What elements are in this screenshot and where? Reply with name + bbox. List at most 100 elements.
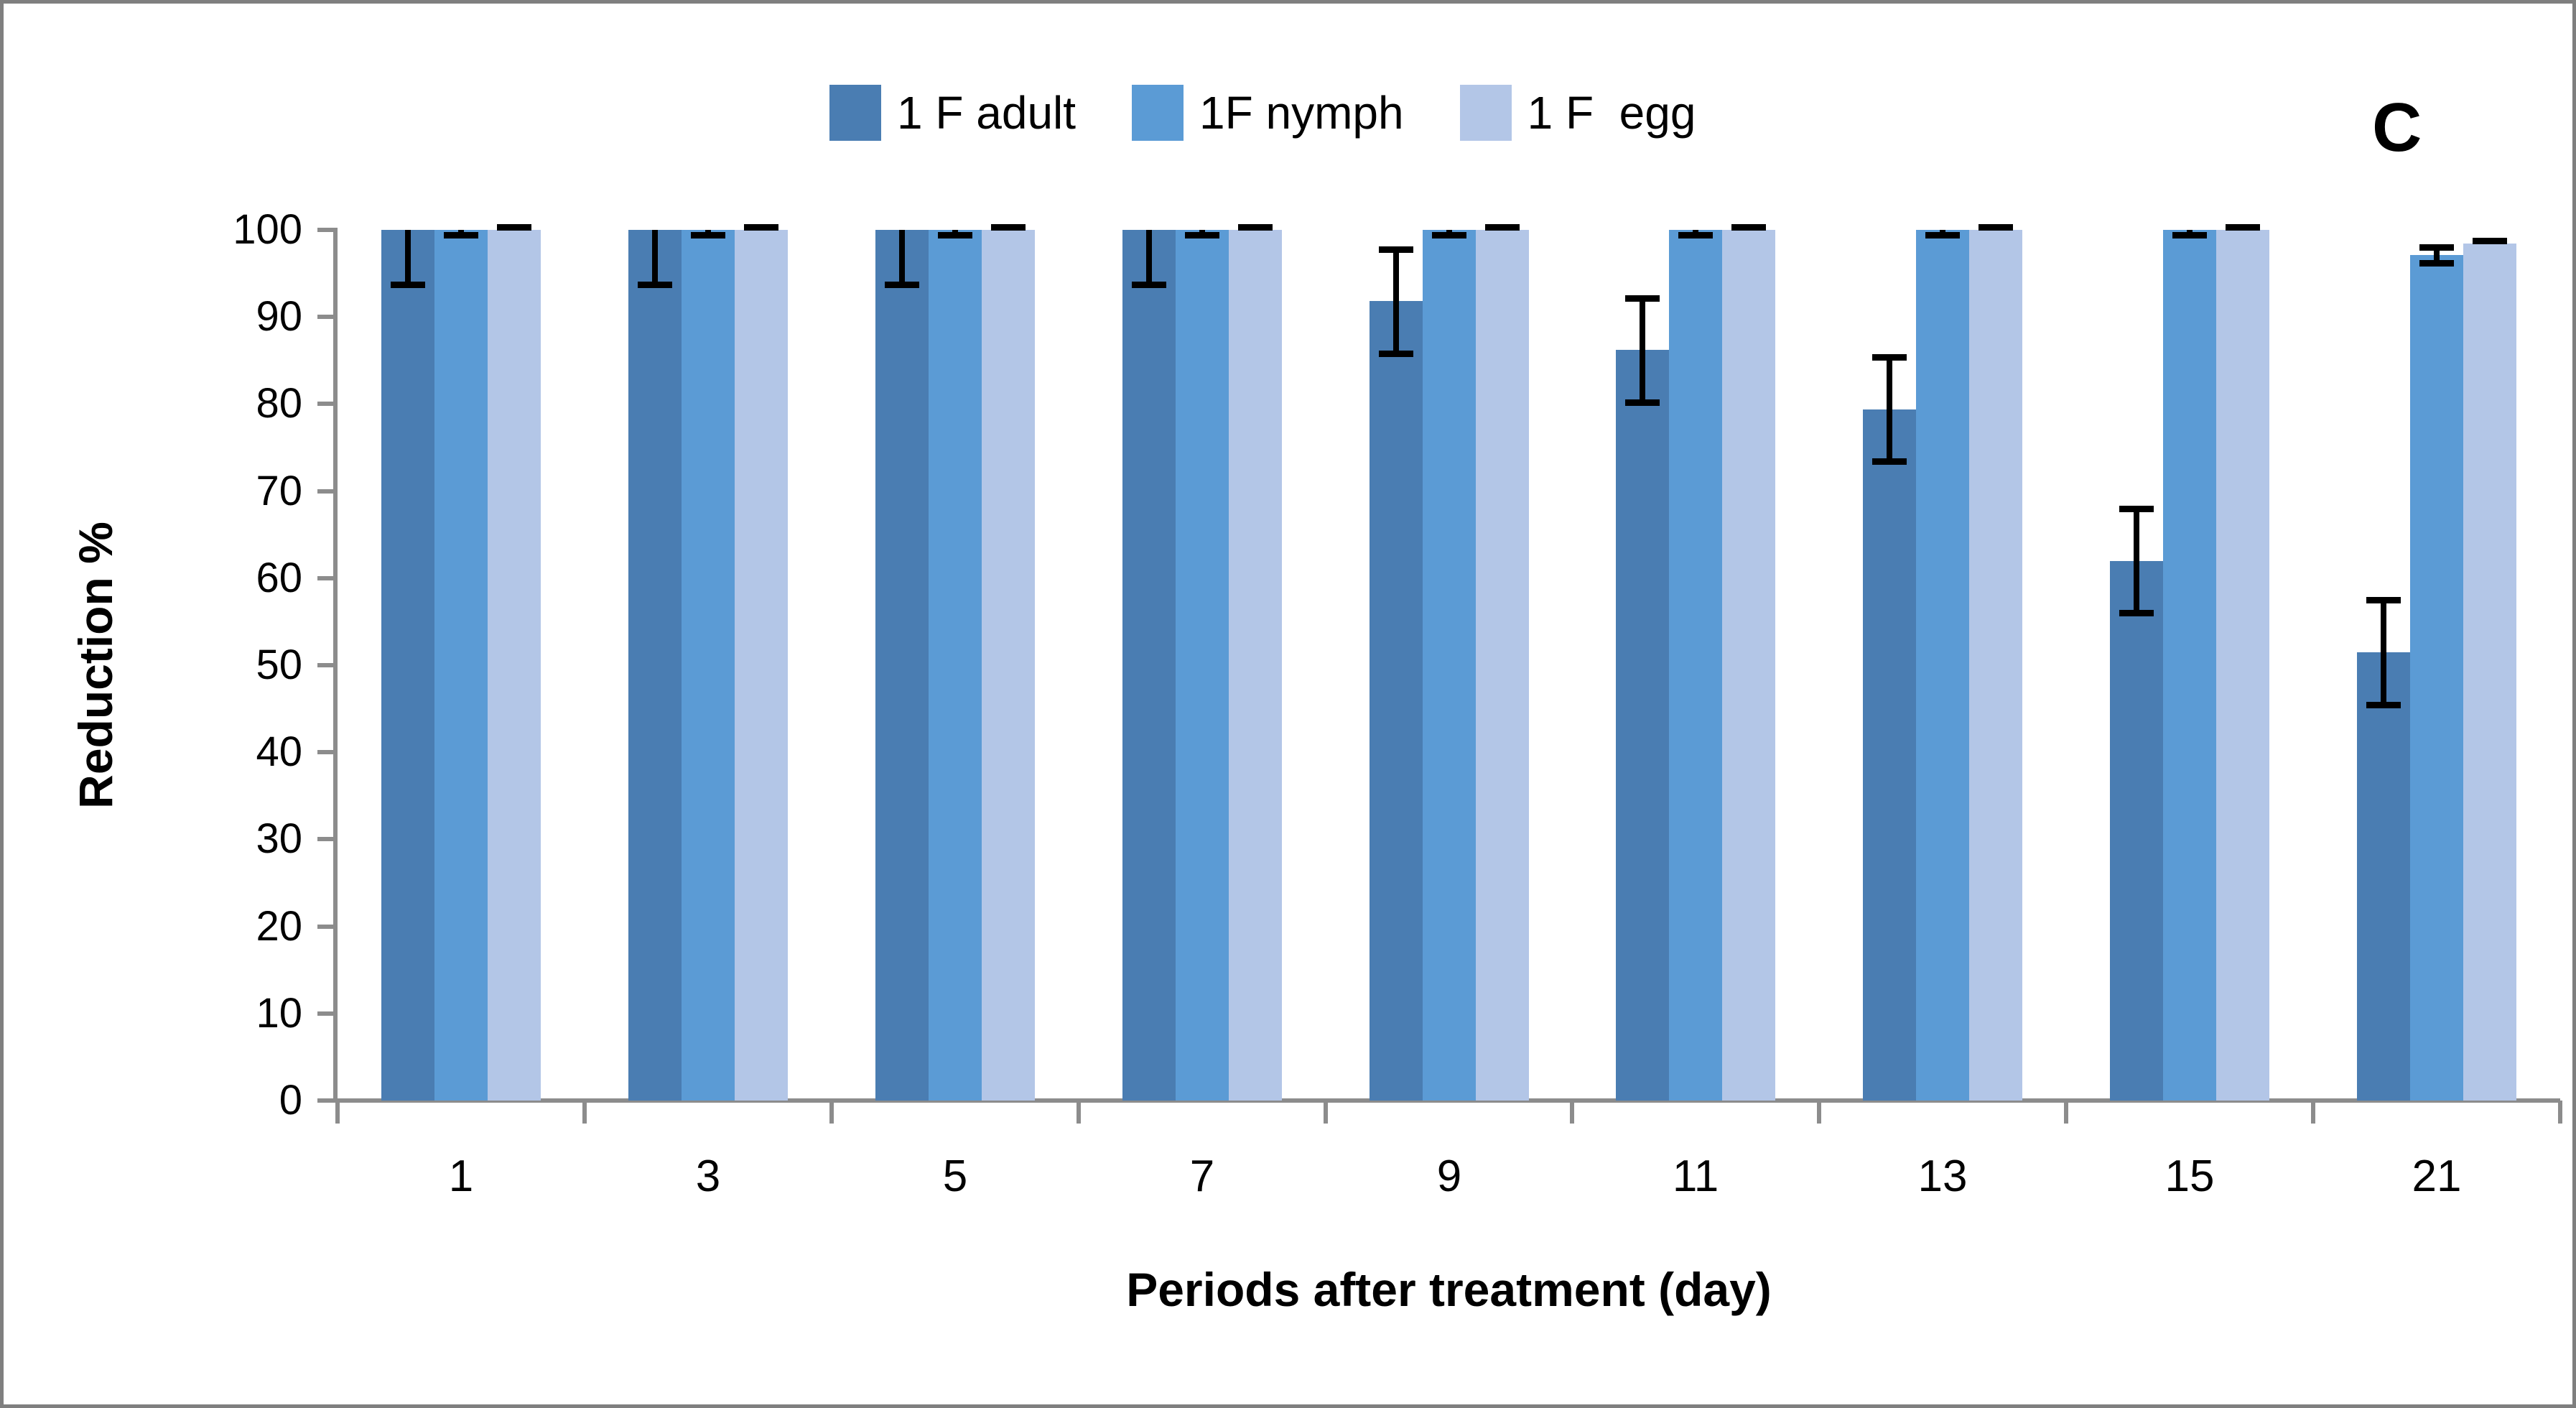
error-bar-cap-bottom: [885, 282, 919, 288]
y-axis-tick: [317, 750, 338, 754]
y-axis-tick: [317, 925, 338, 929]
error-bar-cap-top: [1485, 224, 1520, 231]
y-tick-label: 0: [279, 1077, 302, 1124]
bar-1-f-egg-day-15: [2216, 230, 2269, 1101]
bar-1f-nymph-day-21: [2410, 255, 2463, 1101]
y-tick-label: 50: [256, 642, 302, 688]
x-axis-tick: [2064, 1101, 2068, 1124]
x-axis-tick: [2558, 1101, 2562, 1124]
error-bar-cap-top: [2419, 244, 2454, 251]
bar-1-f-egg-day-11: [1722, 230, 1775, 1101]
error-bar-stem: [1887, 357, 1892, 461]
error-bar-stem: [652, 230, 658, 284]
error-bar-cap-bottom: [1432, 232, 1466, 238]
bar-1-f-adult-day-13: [1863, 409, 1916, 1101]
x-tick-label: 1: [448, 1152, 474, 1201]
error-bar-cap-top: [991, 224, 1026, 231]
y-tick-label: 100: [233, 206, 302, 253]
y-axis-line: [333, 230, 338, 1103]
bar-1f-nymph-day-13: [1916, 230, 1969, 1101]
bar-1-f-egg-day-9: [1476, 230, 1529, 1101]
error-bar-cap-top: [497, 224, 531, 231]
x-axis-line: [317, 1098, 2560, 1103]
y-axis-tick: [317, 315, 338, 319]
bar-1-f-adult-day-21: [2357, 652, 2410, 1101]
bar-1-f-adult-day-7: [1122, 230, 1176, 1101]
x-axis-tick: [1570, 1101, 1574, 1124]
error-bar-cap-bottom: [691, 232, 725, 238]
bar-1f-nymph-day-1: [434, 230, 488, 1101]
x-tick-label: 13: [1917, 1152, 1968, 1201]
error-bar-cap-bottom: [444, 232, 478, 238]
y-tick-label: 60: [256, 555, 302, 601]
error-bar-cap-bottom: [1925, 232, 1960, 238]
x-axis-tick: [582, 1101, 587, 1124]
bar-1-f-adult-day-5: [875, 230, 929, 1101]
x-axis-tick: [1817, 1101, 1821, 1124]
y-tick-label: 10: [256, 990, 302, 1037]
y-axis-tick: [317, 1011, 338, 1016]
y-tick-label: 20: [256, 903, 302, 950]
x-axis-tick: [335, 1101, 340, 1124]
bar-1f-nymph-day-9: [1423, 230, 1476, 1101]
y-tick-label: 70: [256, 468, 302, 514]
legend-label: 1F nymph: [1199, 87, 1404, 139]
y-axis-tick: [317, 663, 338, 667]
bar-1-f-egg-day-7: [1229, 230, 1282, 1101]
error-bar-stem: [2381, 600, 2386, 705]
x-axis-tick: [1077, 1101, 1081, 1124]
bar-1-f-egg-day-1: [488, 230, 541, 1101]
x-axis-tick: [829, 1101, 834, 1124]
bar-1f-nymph-day-5: [929, 230, 982, 1101]
y-tick-label: 90: [256, 293, 302, 340]
bar-1-f-egg-day-13: [1969, 230, 2022, 1101]
y-axis-tick: [317, 576, 338, 580]
bar-1-f-adult-day-11: [1616, 350, 1669, 1101]
legend-swatch-icon: [1132, 85, 1184, 141]
x-tick-label: 3: [695, 1152, 721, 1201]
error-bar-stem: [899, 230, 905, 284]
error-bar-cap-bottom: [938, 232, 972, 238]
legend: 1 F adult 1F nymph 1 F egg: [829, 84, 1696, 142]
error-bar-stem: [1146, 230, 1152, 284]
y-tick-label: 30: [256, 815, 302, 862]
error-bar-stem: [2434, 247, 2440, 263]
error-bar-cap-top: [2366, 597, 2401, 603]
error-bar-cap-bottom: [1132, 282, 1166, 288]
error-bar-stem: [405, 230, 411, 284]
legend-item: 1 F egg: [1459, 84, 1696, 142]
error-bar-cap-bottom: [391, 282, 425, 288]
y-axis-tick: [317, 489, 338, 494]
error-bar-cap-top: [2473, 238, 2507, 244]
error-bar-cap-top: [1238, 224, 1273, 231]
x-tick-label: 5: [942, 1152, 968, 1201]
x-tick-label: 21: [2412, 1152, 2462, 1201]
legend-item: 1F nymph: [1132, 84, 1404, 142]
error-bar-cap-top: [1379, 246, 1413, 253]
error-bar-cap-bottom: [2172, 232, 2207, 238]
error-bar-cap-bottom: [1379, 351, 1413, 357]
x-axis-tick: [2311, 1101, 2315, 1124]
bar-1f-nymph-day-7: [1176, 230, 1229, 1101]
bar-1f-nymph-day-15: [2163, 230, 2216, 1101]
error-bar-cap-bottom: [2366, 702, 2401, 708]
bar-1-f-adult-day-9: [1370, 301, 1423, 1101]
legend-swatch-icon: [1459, 85, 1512, 141]
error-bar-cap-bottom: [638, 282, 672, 288]
error-bar-cap-bottom: [1872, 458, 1907, 465]
error-bar-stem: [1640, 298, 1645, 402]
error-bar-cap-top: [1625, 295, 1660, 302]
bar-1-f-egg-day-5: [982, 230, 1035, 1101]
x-axis-tick: [1324, 1101, 1328, 1124]
error-bar-cap-bottom: [2119, 610, 2154, 616]
error-bar-cap-top: [1731, 224, 1766, 231]
bar-1-f-egg-day-21: [2463, 244, 2516, 1101]
y-axis-tick: [317, 402, 338, 406]
error-bar-cap-top: [1979, 224, 2013, 231]
panel-label: C: [2372, 89, 2422, 166]
bar-1-f-egg-day-3: [735, 230, 788, 1101]
legend-label: 1 F egg: [1527, 87, 1696, 139]
legend-item: 1 F adult: [829, 84, 1076, 142]
bar-1-f-adult-day-15: [2110, 561, 2163, 1101]
